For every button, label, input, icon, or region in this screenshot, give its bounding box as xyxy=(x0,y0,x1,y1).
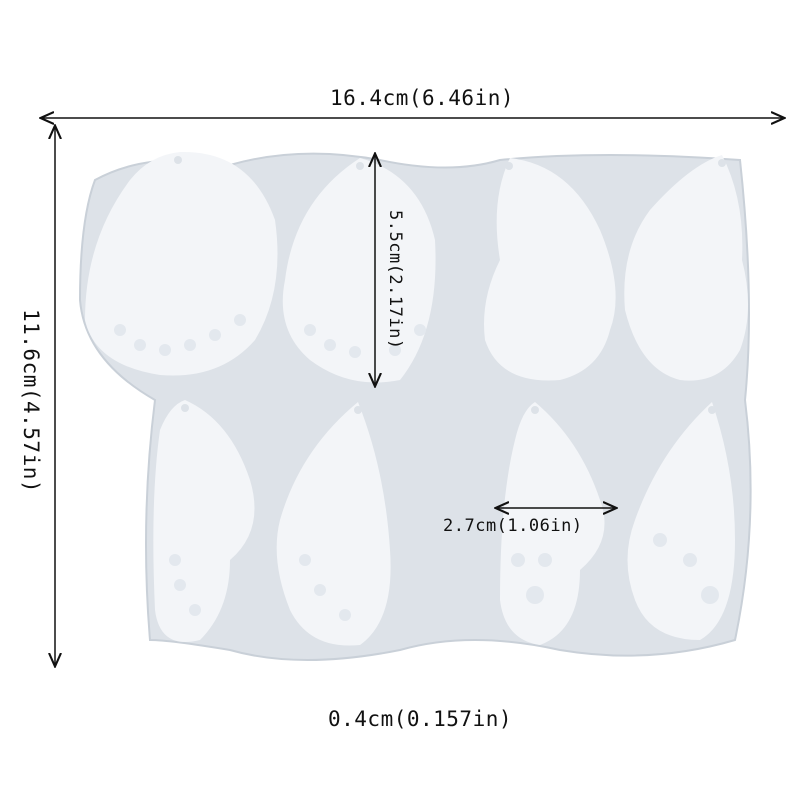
wing-top-2 xyxy=(282,158,436,383)
wing-height-label: 5.5cm(2.17in) xyxy=(385,210,405,350)
wing-bottom-3 xyxy=(500,402,605,645)
wing-width-label: 2.7cm(1.06in) xyxy=(443,516,583,536)
wing-top-1 xyxy=(85,151,278,376)
wing-pattern-spots xyxy=(114,314,719,621)
wing-bottom-4 xyxy=(627,402,735,640)
wing-top-4 xyxy=(624,155,749,381)
wing-bottom-2 xyxy=(276,402,391,646)
thickness-label: 0.4cm(0.157in) xyxy=(328,707,513,731)
height-label: 11.6cm(4.57in) xyxy=(19,309,43,494)
width-label: 16.4cm(6.46in) xyxy=(330,86,515,110)
wing-top-3 xyxy=(484,158,616,381)
